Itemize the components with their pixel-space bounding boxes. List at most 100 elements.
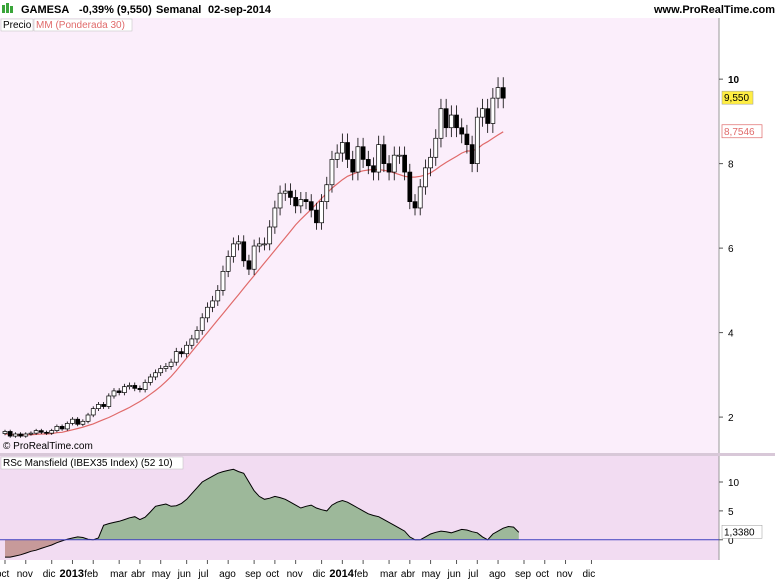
candle [298, 199, 304, 207]
rsc-value-label: 1,3380 [724, 527, 755, 538]
ma-value-label: 8,7546 [724, 127, 755, 138]
candle [272, 207, 278, 228]
panel-separator[interactable] [0, 453, 775, 456]
candle [443, 108, 449, 129]
candle [485, 108, 491, 124]
candle [64, 423, 70, 430]
price-plot [2, 77, 506, 438]
candle [231, 243, 236, 257]
candle [345, 142, 350, 160]
candle [38, 430, 44, 433]
candle [90, 408, 96, 416]
candle [111, 390, 117, 397]
x-tick-label: oct [0, 569, 10, 580]
candle [101, 404, 106, 407]
candle [116, 390, 122, 393]
candle [381, 144, 387, 164]
candle [2, 431, 8, 434]
candle [80, 420, 86, 425]
indicator-plot [0, 468, 719, 558]
candle [210, 300, 215, 308]
candle [329, 159, 335, 186]
x-tick-label: 2014 [329, 568, 354, 580]
chart-icon[interactable] [2, 5, 5, 13]
candle [142, 382, 148, 390]
candle [397, 154, 402, 157]
x-tick-label: jul [197, 569, 208, 580]
candle [256, 243, 262, 247]
candle [262, 243, 267, 246]
x-tick-label: may [152, 569, 171, 580]
x-tick-label: ago [219, 569, 236, 580]
candle [153, 372, 158, 378]
price-panel [0, 18, 719, 453]
candle [28, 432, 34, 435]
x-tick-label: mar [380, 569, 398, 580]
x-tick-label: nov [17, 569, 33, 580]
ma-line [4, 131, 504, 436]
x-tick-label: nov [557, 569, 573, 580]
price-y-tick-label: 4 [728, 329, 734, 340]
timeframe: Semanal [156, 4, 201, 16]
candle [75, 418, 81, 425]
candle [490, 97, 496, 124]
symbol-name: GAMESA [21, 4, 69, 16]
price-y-tick-label: 8 [728, 160, 734, 171]
candle [241, 241, 247, 262]
copyright: © ProRealTime.com [3, 441, 93, 452]
x-tick-label: may [422, 569, 441, 580]
candle [288, 190, 293, 198]
x-tick-label: dic [43, 569, 56, 580]
chart-icon-bar [10, 6, 13, 13]
candle [371, 165, 376, 173]
last-price-label: 9,550 [724, 93, 749, 104]
candle [96, 404, 101, 409]
indicator-y-axis: 10 5 01,3380 [719, 478, 763, 547]
candle [225, 256, 231, 272]
indicator-panel [0, 456, 719, 560]
x-tick-label: dic [582, 569, 595, 580]
candle [54, 426, 60, 431]
candle [386, 163, 392, 173]
price-y-axis: 10 8 6 4 2 9,550 8,7546 [719, 75, 763, 424]
price-change: -0,39% (9,550) [79, 4, 152, 16]
candle [417, 186, 423, 209]
site-url[interactable]: www.ProRealTime.com [653, 4, 775, 16]
candle [474, 116, 480, 164]
candle [168, 361, 174, 367]
candle [365, 159, 371, 167]
candle [215, 290, 221, 302]
last-price-tag [721, 90, 754, 105]
x-axis: octnovdic2013febmarabrmayjunjulagosepoct… [0, 560, 595, 580]
indicator-y-tick-label: 10 [728, 478, 740, 489]
price-y-tick-label: 6 [728, 244, 734, 255]
candle [293, 197, 298, 207]
x-tick-label: dic [313, 569, 326, 580]
candle [433, 137, 439, 158]
x-tick-label: feb [84, 569, 98, 580]
candle [13, 433, 18, 437]
x-tick-label: ago [489, 569, 506, 580]
x-tick-label: feb [354, 569, 368, 580]
candle [391, 154, 397, 173]
candle [23, 433, 29, 437]
legend-ma: MM (Ponderada 30) [36, 20, 125, 31]
candle [18, 433, 23, 437]
x-tick-label: oct [266, 569, 280, 580]
legend-price: Precio [3, 20, 32, 31]
candle [360, 146, 366, 160]
candle [106, 395, 112, 407]
candle [127, 385, 132, 388]
candle [282, 190, 288, 194]
candle [179, 351, 184, 355]
candle [423, 167, 428, 188]
candle [189, 338, 195, 346]
header-bar [0, 0, 775, 18]
x-tick-label: abr [131, 569, 146, 580]
candle [137, 388, 143, 390]
x-tick-label: sep [245, 569, 262, 580]
candle [246, 260, 252, 270]
candle [163, 366, 169, 369]
candle [267, 226, 273, 245]
chart-icon-bar [6, 3, 9, 13]
